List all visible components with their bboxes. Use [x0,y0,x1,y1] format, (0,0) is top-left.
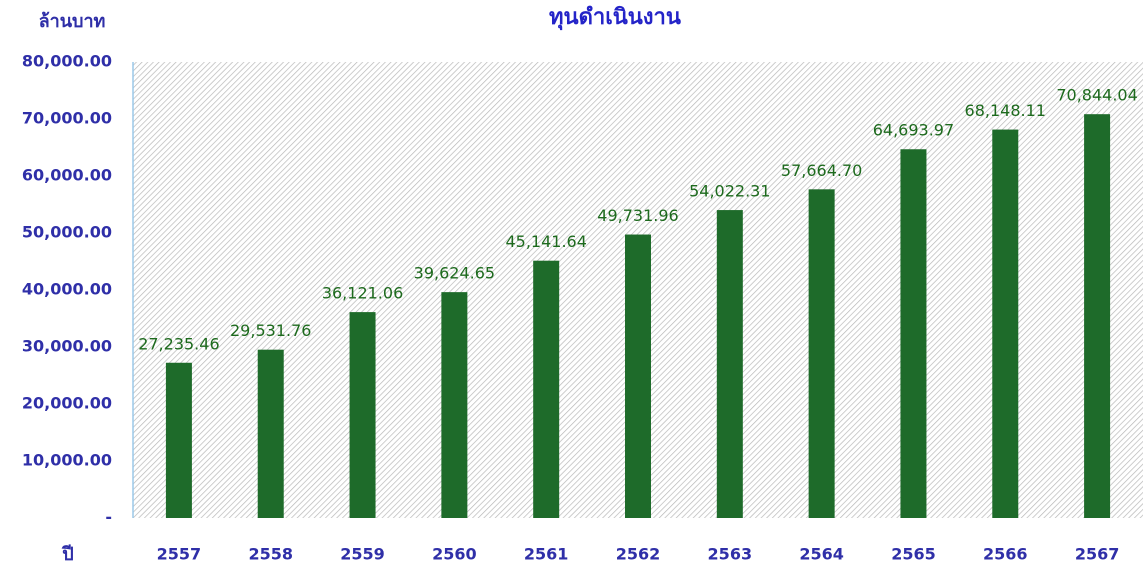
value-label: 54,022.31 [689,182,770,201]
value-label: 49,731.96 [597,206,678,225]
x-tick-label: 2563 [708,545,753,564]
x-tick-label: 2562 [616,545,661,564]
y-tick-label: 30,000.00 [22,337,112,356]
value-label: 27,235.46 [138,334,219,353]
bar [1084,114,1111,519]
x-tick-label: 2559 [340,545,385,564]
y-tick-label: 60,000.00 [22,166,112,185]
bar [716,210,743,519]
bar [625,234,651,518]
x-tick-label: 2565 [891,545,936,564]
x-tick-label: 2561 [524,545,569,564]
value-label: 57,664.70 [781,161,862,180]
bar [165,362,192,518]
y-tick-label: 10,000.00 [22,451,112,470]
value-label: 36,121.06 [322,284,403,303]
value-label: 45,141.64 [505,232,586,251]
bar [257,349,284,518]
bar [900,149,927,518]
x-tick-label: 2557 [157,545,202,564]
value-label: 39,624.65 [414,264,495,283]
x-tick-label: 2558 [248,545,293,564]
bar [808,189,835,518]
value-label: 64,693.97 [873,121,954,140]
x-tick-label: 2564 [799,545,844,564]
y-tick-label: 80,000.00 [22,52,112,71]
x-tick-label: 2560 [432,545,477,564]
x-tick-label: 2566 [983,545,1028,564]
y-tick-label: 20,000.00 [22,394,112,413]
y-tick-label: 40,000.00 [22,280,112,299]
bar [533,260,560,518]
x-tick-label: 2567 [1075,545,1120,564]
y-axis-label: ล้านบาท [39,11,106,32]
chart-title: ทุนดำเนินงาน [549,5,681,31]
y-tick-label: 50,000.00 [22,223,112,242]
bar [349,312,376,518]
value-label: 70,844.04 [1056,86,1137,105]
bar [441,292,468,518]
bar [992,129,1019,518]
value-label: 29,531.76 [230,321,311,340]
y-tick-label: 70,000.00 [22,109,112,128]
x-axis-label: ปี [61,544,74,565]
y-tick-label: - [105,508,112,527]
value-label: 68,148.11 [965,101,1046,120]
